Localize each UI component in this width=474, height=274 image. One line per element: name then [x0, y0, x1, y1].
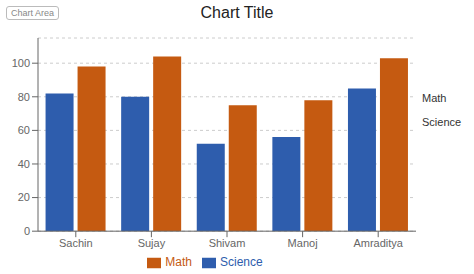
html-text:Science: Science	[220, 255, 263, 270]
svg-text:Sujay: Sujay	[138, 237, 166, 249]
svg-text:60: 60	[18, 124, 30, 136]
svg-text:Amraditya: Amraditya	[353, 237, 403, 249]
svg-text:40: 40	[18, 158, 30, 170]
svg-text:100: 100	[12, 57, 30, 69]
svg-text:Sachin: Sachin	[59, 237, 93, 249]
svg-text:0: 0	[24, 225, 30, 237]
svg-text:Manoj: Manoj	[288, 237, 318, 249]
html-text:Math: Math	[422, 92, 447, 104]
html-text:Chart Title: Chart Title	[200, 4, 274, 21]
svg-text:80: 80	[18, 91, 30, 103]
svg-text:20: 20	[18, 191, 30, 203]
html-text:Math: Math	[165, 255, 192, 270]
html-text:Science: Science	[422, 116, 462, 128]
svg-text:Shivam: Shivam	[209, 237, 246, 249]
html-text:Chart Area: Chart Area	[11, 8, 54, 18]
